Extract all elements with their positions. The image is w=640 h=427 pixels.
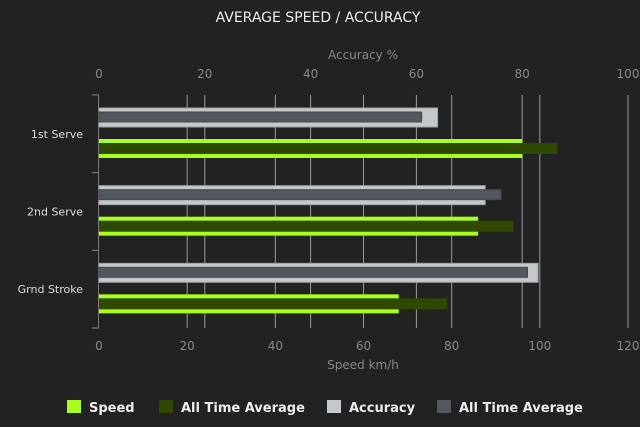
speed-average-bar [99, 220, 514, 232]
top-tick-label: 80 [515, 67, 530, 81]
legend-label: All Time Average [459, 401, 583, 416]
legend-swatch [437, 400, 451, 413]
top-axis-label: Accuracy % [328, 48, 398, 62]
top-tick-label: 20 [197, 67, 212, 81]
bottom-tick-label: 60 [356, 339, 371, 353]
speed-average-bar [99, 143, 558, 154]
category-label: Grnd Stroke [18, 283, 84, 296]
bottom-tick-label: 100 [528, 339, 551, 353]
accuracy-average-bar [98, 266, 528, 278]
bottom-tick-label: 80 [444, 339, 459, 353]
accuracy-average-bar [98, 189, 502, 201]
legend-label: Speed [89, 401, 135, 416]
top-tick-label: 40 [303, 67, 318, 81]
bottom-tick-label: 120 [617, 339, 640, 353]
top-tick-label: 100 [617, 67, 640, 81]
legend-swatch [327, 400, 341, 413]
bottom-tick-label: 20 [180, 339, 195, 353]
chart-title: AVERAGE SPEED / ACCURACY [216, 10, 421, 26]
legend-swatch [67, 400, 81, 413]
bottom-tick-label: 0 [95, 339, 103, 353]
top-tick-label: 0 [95, 67, 103, 81]
category-label: 2nd Serve [27, 206, 83, 219]
bottom-tick-label: 40 [268, 339, 283, 353]
category-label: 1st Serve [31, 128, 83, 141]
bottom-axis-label: Speed km/h [327, 358, 399, 372]
top-tick-label: 60 [409, 67, 424, 81]
legend-label: Accuracy [349, 401, 416, 416]
accuracy-average-bar [98, 111, 423, 123]
legend-label: All Time Average [181, 401, 305, 416]
legend-swatch [159, 400, 173, 413]
speed-average-bar [99, 298, 448, 310]
